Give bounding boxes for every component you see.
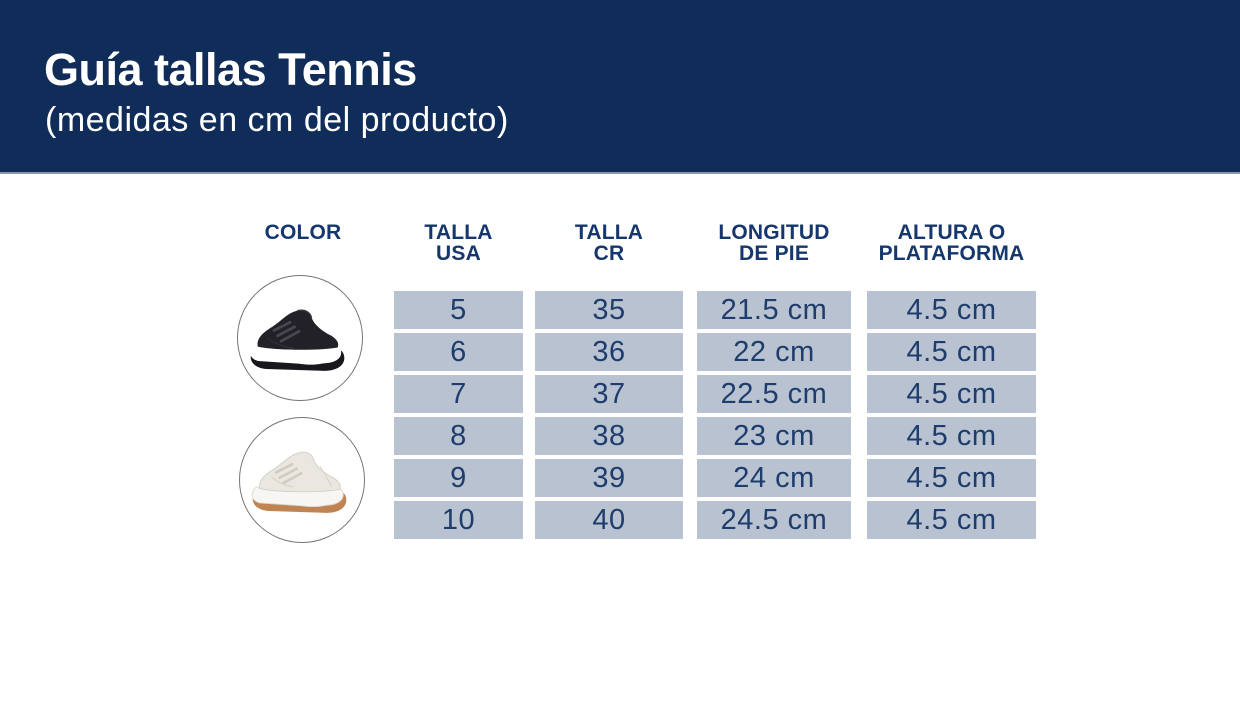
column-header-line: TALLA [424, 221, 493, 244]
cell-longitud: 24 cm [697, 459, 851, 497]
table-row: 7 37 22.5 cm 4.5 cm [394, 375, 1036, 413]
column-header-longitud-de-pie: LONGITUD DE PIE [697, 222, 851, 264]
page-subtitle: (medidas en cm del producto) [45, 101, 509, 139]
column-header-line: DE PIE [738, 242, 810, 265]
table-row: 8 38 23 cm 4.5 cm [394, 417, 1036, 455]
table-row: 9 39 24 cm 4.5 cm [394, 459, 1036, 497]
cell-talla-cr: 36 [535, 333, 683, 371]
header-band: Guía tallas Tennis (medidas en cm del pr… [0, 0, 1240, 174]
column-header-line: PLATAFORMA [878, 242, 1025, 265]
cell-altura: 4.5 cm [867, 375, 1036, 413]
cell-talla-cr: 35 [535, 291, 683, 329]
cell-altura: 4.5 cm [867, 417, 1036, 455]
column-header-line: TALLA [574, 221, 644, 244]
cell-talla-usa: 6 [394, 333, 523, 371]
cell-altura: 4.5 cm [867, 459, 1036, 497]
cell-talla-cr: 39 [535, 459, 683, 497]
cell-talla-usa: 9 [394, 459, 523, 497]
cell-talla-usa: 8 [394, 417, 523, 455]
cell-talla-cr: 37 [535, 375, 683, 413]
cell-talla-usa: 7 [394, 375, 523, 413]
column-header-line: USA [436, 242, 481, 265]
cell-longitud: 22 cm [697, 333, 851, 371]
column-header-talla-usa: TALLA USA [394, 222, 523, 264]
cell-longitud: 24.5 cm [697, 501, 851, 539]
column-header-color: COLOR [238, 222, 368, 243]
column-header-line: COLOR [264, 221, 342, 244]
cell-longitud: 22.5 cm [697, 375, 851, 413]
column-header-line: CR [593, 242, 625, 265]
cell-talla-usa: 10 [394, 501, 523, 539]
cell-altura: 4.5 cm [867, 501, 1036, 539]
size-table: 5 35 21.5 cm 4.5 cm 6 36 22 cm 4.5 cm 7 … [394, 291, 1036, 543]
cell-altura: 4.5 cm [867, 333, 1036, 371]
cell-talla-usa: 5 [394, 291, 523, 329]
column-header-talla-cr: TALLA CR [535, 222, 683, 264]
white-sneaker-image [251, 451, 347, 513]
color-option-black [237, 275, 363, 401]
column-header-line: ALTURA O [897, 221, 1006, 244]
table-row: 10 40 24.5 cm 4.5 cm [394, 501, 1036, 539]
cell-longitud: 23 cm [697, 417, 851, 455]
cell-talla-cr: 40 [535, 501, 683, 539]
cell-longitud: 21.5 cm [697, 291, 851, 329]
black-sneaker-image [250, 308, 345, 371]
table-row: 6 36 22 cm 4.5 cm [394, 333, 1036, 371]
cell-altura: 4.5 cm [867, 291, 1036, 329]
cell-talla-cr: 38 [535, 417, 683, 455]
column-header-altura-plataforma: ALTURA O PLATAFORMA [867, 222, 1036, 264]
color-option-white [239, 417, 365, 543]
table-row: 5 35 21.5 cm 4.5 cm [394, 291, 1036, 329]
page-title: Guía tallas Tennis [44, 44, 417, 95]
column-header-line: LONGITUD [718, 221, 830, 244]
